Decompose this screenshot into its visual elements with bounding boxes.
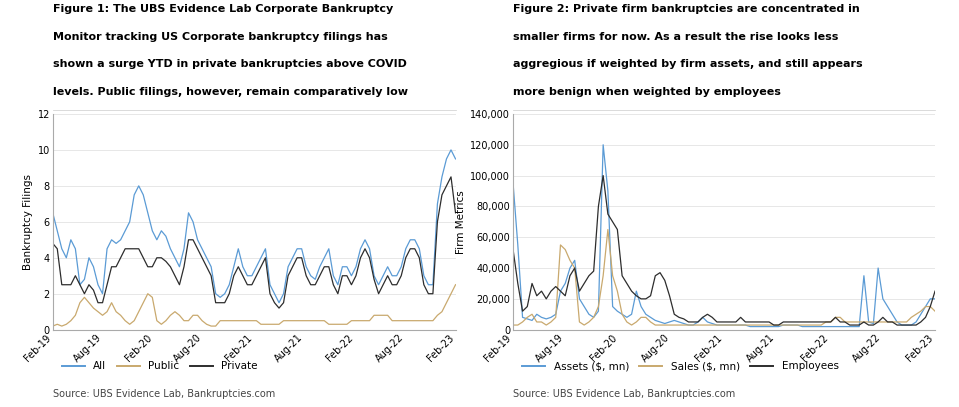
Text: Figure 2: Private firm bankruptcies are concentrated in: Figure 2: Private firm bankruptcies are …	[513, 4, 860, 14]
Text: Figure 1: The UBS Evidence Lab Corporate Bankruptcy: Figure 1: The UBS Evidence Lab Corporate…	[53, 4, 393, 14]
Text: levels. Public filings, however, remain comparatively low: levels. Public filings, however, remain …	[53, 87, 408, 97]
Text: Source: UBS Evidence Lab, Bankruptcies.com: Source: UBS Evidence Lab, Bankruptcies.c…	[513, 389, 736, 399]
Text: Monitor tracking US Corporate bankruptcy filings has: Monitor tracking US Corporate bankruptcy…	[53, 32, 387, 42]
Text: aggregious if weighted by firm assets, and still appears: aggregious if weighted by firm assets, a…	[513, 59, 863, 70]
Text: Source: UBS Evidence Lab, Bankruptcies.com: Source: UBS Evidence Lab, Bankruptcies.c…	[53, 389, 275, 399]
Legend: All, Public, Private: All, Public, Private	[58, 357, 262, 375]
Y-axis label: Bankruptcy Filings: Bankruptcy Filings	[23, 174, 34, 270]
Text: smaller firms for now. As a result the rise looks less: smaller firms for now. As a result the r…	[513, 32, 838, 42]
Y-axis label: Firm Metrics: Firm Metrics	[456, 190, 466, 254]
Text: shown a surge YTD in private bankruptcies above COVID: shown a surge YTD in private bankruptcie…	[53, 59, 407, 70]
Legend: Assets ($, mn), Sales ($, mn), Employees: Assets ($, mn), Sales ($, mn), Employees	[518, 357, 843, 375]
Text: more benign when weighted by employees: more benign when weighted by employees	[513, 87, 781, 97]
